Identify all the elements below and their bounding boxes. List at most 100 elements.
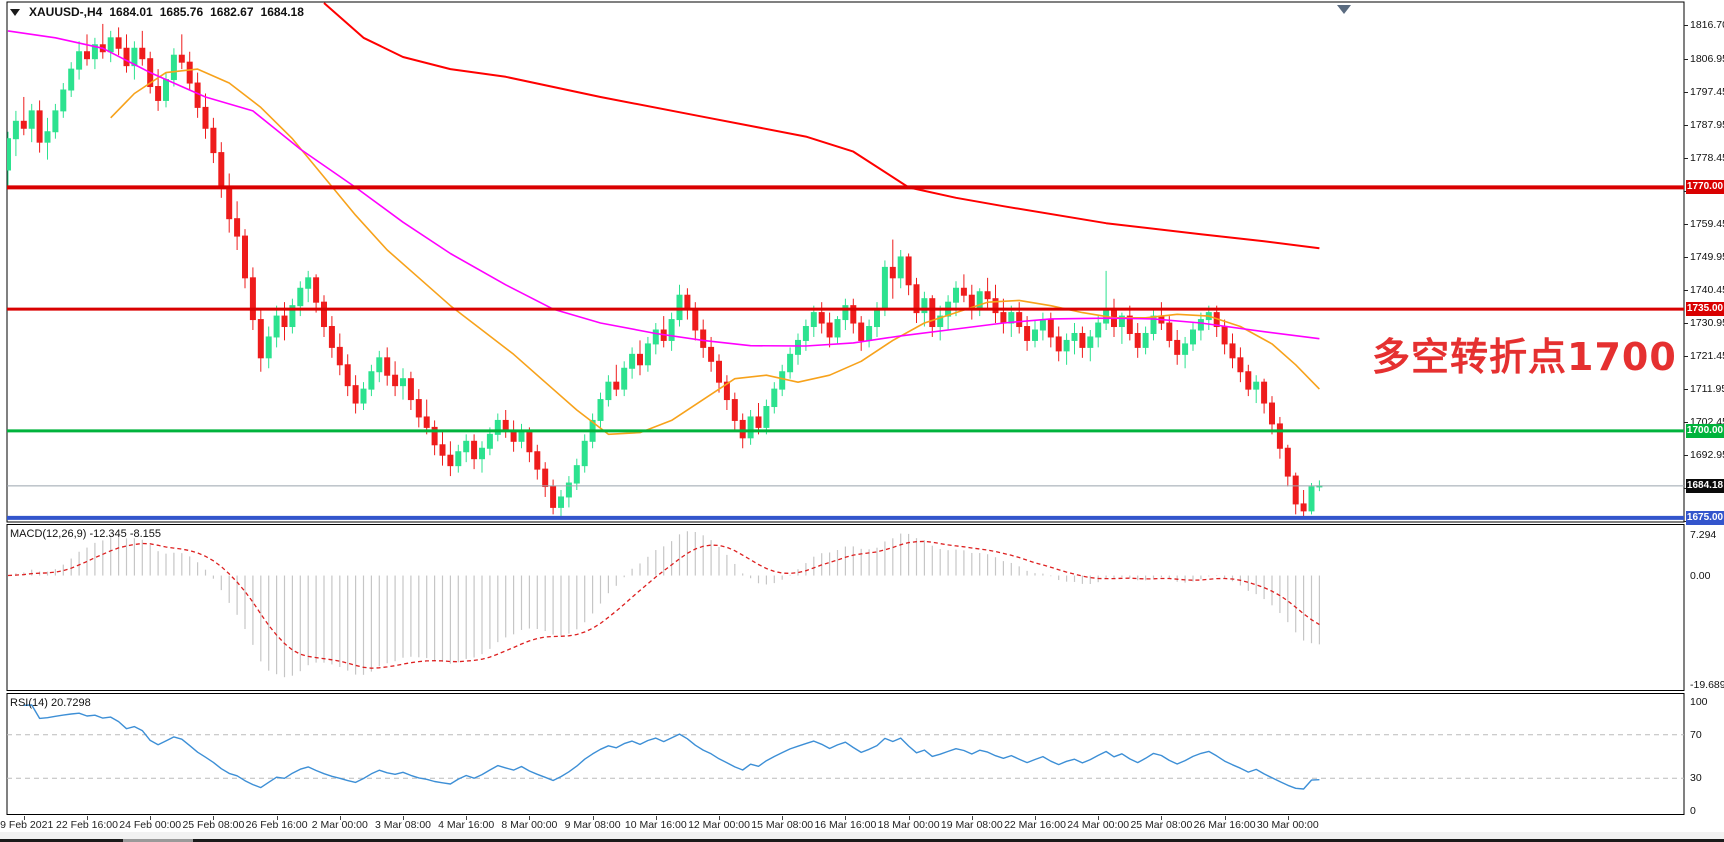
price-tick-label: 1787.95: [1690, 118, 1724, 131]
horizontal-levels-layer: [7, 185, 1684, 520]
price-level-badge: 1700.00: [1686, 423, 1724, 438]
candle: [139, 30, 146, 66]
candle: [1269, 396, 1275, 435]
candle: [392, 361, 399, 397]
time-tick-mark: [529, 816, 531, 820]
fast-ma-orange-line: [110, 68, 1320, 436]
candle: [463, 434, 470, 463]
candle: [874, 302, 880, 337]
price-tick-label: 1692.95: [1690, 449, 1724, 462]
time-axis-label: 4 Mar 16:00: [438, 819, 495, 831]
rsi-scale-label: 30: [1690, 772, 1702, 785]
candle: [1292, 472, 1299, 515]
candle: [1229, 333, 1236, 369]
candle: [36, 100, 43, 153]
candle: [384, 347, 391, 386]
candle: [1095, 316, 1102, 348]
candle: [676, 284, 683, 327]
price-tick-mark: [1684, 389, 1688, 391]
time-axis-label: 26 Feb 16:00: [245, 819, 308, 831]
candle: [1221, 319, 1228, 355]
candle: [660, 316, 667, 348]
candle: [226, 173, 233, 233]
price-tick-label: 1797.45: [1690, 85, 1724, 98]
candle: [1261, 378, 1268, 414]
candle: [249, 267, 256, 330]
candle: [510, 420, 517, 452]
time-axis-label: 12 Mar 00:00: [688, 819, 750, 831]
time-tick-mark: [782, 816, 784, 820]
candle: [297, 281, 304, 317]
candle: [1237, 347, 1244, 383]
candle: [1063, 333, 1070, 365]
candle: [700, 319, 707, 358]
high-value: 1685.76: [159, 5, 204, 19]
candle: [945, 295, 952, 330]
scroll-to-end-icon[interactable]: [1337, 5, 1351, 14]
main-price-chart-canvas[interactable]: [0, 0, 1724, 524]
rsi-panel-canvas[interactable]: [0, 693, 1724, 816]
time-axis-label: 18 Mar 00:00: [877, 819, 940, 831]
rsi-panel-frame: [6, 693, 1685, 815]
main-panel-frame: [6, 1, 1685, 523]
macd-panel-frame: [6, 524, 1685, 691]
candle: [257, 309, 264, 372]
bottom-bar-segment: [0, 839, 123, 842]
candle: [1032, 319, 1038, 348]
time-tick-mark: [1224, 816, 1226, 820]
time-tick-mark: [845, 816, 847, 820]
candle: [763, 399, 770, 435]
candle: [12, 110, 19, 157]
time-tick-mark: [1098, 816, 1100, 820]
macd-histogram: [15, 531, 1321, 678]
candle: [234, 201, 241, 250]
candle: [131, 41, 138, 80]
time-axis-label: 3 Mar 08:00: [374, 819, 432, 831]
candle: [526, 427, 533, 463]
candle: [471, 434, 478, 470]
time-tick-mark: [87, 816, 88, 820]
close-value: 1684.18: [260, 5, 304, 19]
time-axis-label: 9 Mar 08:00: [564, 819, 621, 831]
candle: [321, 295, 327, 337]
rsi-scale-label: 0: [1690, 805, 1696, 817]
candle: [1016, 302, 1023, 334]
price-tick-label: 1711.95: [1690, 383, 1724, 396]
candle: [431, 420, 438, 456]
candle: [953, 281, 959, 317]
candle: [573, 458, 580, 490]
time-axis-label: 19 Mar 08:00: [940, 819, 1003, 831]
price-tick-label: 1778.45: [1690, 152, 1724, 164]
candle: [376, 350, 383, 383]
time-tick-mark: [276, 816, 278, 820]
candle: [202, 93, 209, 139]
price-tick-mark: [1684, 24, 1688, 26]
candle: [1174, 330, 1181, 365]
candle: [360, 382, 367, 410]
candle: [550, 479, 557, 515]
macd-panel-canvas[interactable]: [0, 524, 1724, 693]
candle: [850, 298, 857, 334]
candle: [52, 103, 59, 139]
candle: [960, 274, 967, 303]
candle: [1079, 326, 1086, 358]
candle: [534, 444, 541, 480]
bottom-bar-segment: [193, 839, 1724, 842]
candle: [60, 83, 67, 118]
price-tick-mark: [1684, 422, 1688, 424]
candle: [644, 336, 651, 372]
candle: [858, 316, 865, 351]
candle: [313, 274, 320, 313]
time-axis-label: 30 Mar 00:00: [1256, 819, 1319, 831]
candle: [1300, 490, 1307, 517]
candle: [305, 270, 312, 303]
candle: [1103, 270, 1110, 330]
candle: [368, 364, 375, 397]
price-tick-mark: [1684, 158, 1688, 159]
chart-dropdown-icon[interactable]: [10, 8, 20, 16]
moving-averages-layer: [7, 2, 1320, 436]
time-tick-mark: [971, 816, 973, 820]
candle: [170, 48, 177, 87]
time-axis-label: 15 Mar 08:00: [751, 819, 814, 831]
candle: [20, 96, 27, 136]
